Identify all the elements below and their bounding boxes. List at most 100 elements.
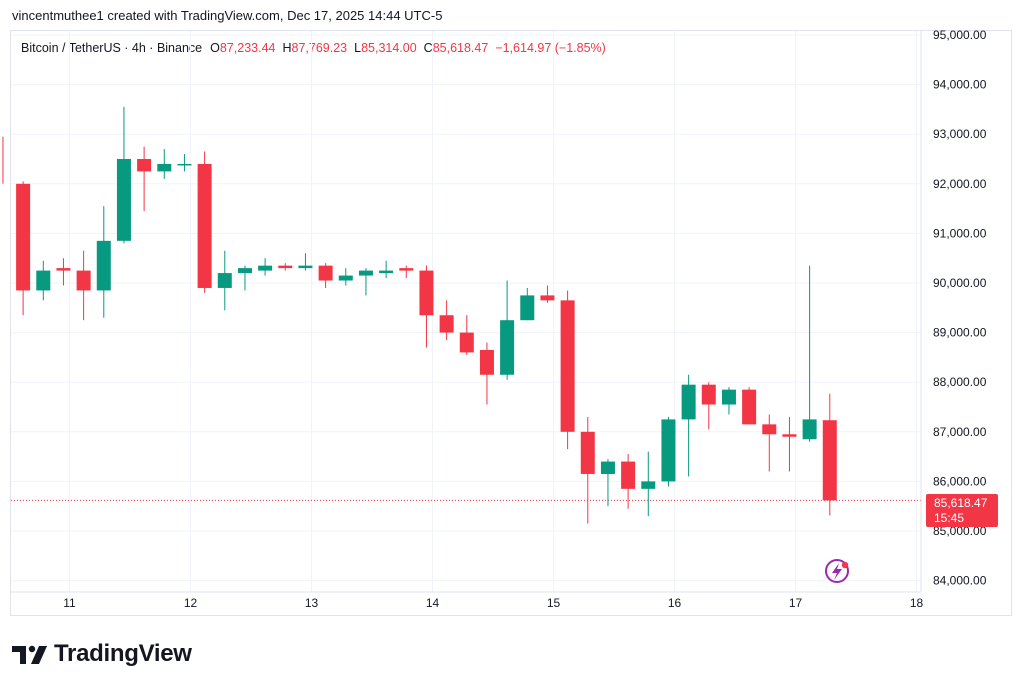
candle-body	[76, 270, 91, 291]
time-axis: 11 12 13 14 15 16 17 18	[11, 591, 924, 610]
candle-body	[621, 461, 636, 489]
close-value: 85,618.47	[432, 41, 489, 55]
candle-down[interactable]	[782, 416, 797, 472]
open-label: O	[210, 41, 220, 55]
candle-up[interactable]	[96, 206, 111, 318]
candle-down[interactable]	[540, 285, 555, 303]
candle-body	[742, 389, 757, 425]
price-tick-label: 89,000.00	[933, 326, 987, 340]
candle-up[interactable]	[217, 250, 232, 311]
candle-down[interactable]	[560, 290, 575, 450]
candle-up[interactable]	[177, 154, 192, 172]
candle-up[interactable]	[802, 265, 817, 442]
candle-up[interactable]	[681, 374, 696, 477]
price-tick-label: 95,000.00	[933, 28, 987, 42]
candle-up[interactable]	[358, 268, 373, 296]
candle-down[interactable]	[459, 315, 474, 355]
candle-body	[822, 420, 837, 501]
candle-down[interactable]	[742, 387, 757, 425]
candle-body	[318, 265, 333, 281]
candle-body	[500, 320, 515, 375]
candle-up[interactable]	[116, 106, 131, 244]
candle-body	[782, 434, 797, 437]
close-label: C	[423, 41, 433, 55]
candle-down[interactable]	[701, 382, 716, 430]
candle-up[interactable]	[237, 265, 252, 291]
candle-body	[338, 275, 353, 281]
candle-down[interactable]	[762, 414, 777, 472]
price-tick-label: 88,000.00	[933, 375, 987, 389]
flash-icon[interactable]	[825, 559, 849, 583]
price-tick-label: 85,000.00	[933, 524, 987, 538]
time-tick-label: 18	[910, 596, 924, 610]
candle-body	[439, 315, 454, 333]
candle-up[interactable]	[721, 387, 736, 415]
time-tick-label: 15	[547, 596, 561, 610]
candle-body	[116, 159, 131, 241]
candle-down[interactable]	[419, 265, 434, 348]
candle-down[interactable]	[56, 258, 71, 286]
candle-body	[540, 295, 555, 301]
symbol-label[interactable]: Bitcoin / TetherUS · 4h · Binance	[21, 41, 203, 55]
price-tick-label: 84,000.00	[933, 574, 987, 588]
candle-down[interactable]	[621, 454, 636, 509]
candle-body	[802, 419, 817, 440]
candle-down[interactable]	[318, 263, 333, 288]
time-tick-label: 11	[63, 596, 76, 610]
candle-body	[641, 481, 656, 489]
candle-up[interactable]	[258, 258, 273, 276]
high-value: 87,769.23	[291, 41, 348, 55]
tradingview-wordmark: TradingView	[54, 640, 192, 667]
candle-down[interactable]	[278, 263, 293, 271]
candle-up[interactable]	[157, 149, 172, 179]
last-price-badge: 85,618.47 15:45	[926, 494, 998, 527]
candle-body	[379, 270, 394, 274]
candle-body	[36, 270, 51, 291]
candle-down[interactable]	[399, 265, 414, 279]
candle-body	[399, 268, 414, 271]
candle-up[interactable]	[298, 253, 313, 271]
candle-up[interactable]	[600, 459, 615, 507]
candle-down[interactable]	[439, 300, 454, 341]
last-price-value: 85,618.47	[934, 496, 988, 510]
time-tick-label: 14	[426, 596, 440, 610]
candle-body	[217, 273, 232, 288]
candle-down[interactable]	[580, 416, 595, 524]
candle-down[interactable]	[197, 151, 212, 293]
open-value: 87,233.44	[219, 41, 276, 55]
candle-up[interactable]	[379, 260, 394, 279]
time-tick-label: 17	[789, 596, 803, 610]
bar-countdown: 15:45	[934, 511, 965, 525]
candle-up[interactable]	[661, 416, 676, 487]
candle-body	[479, 349, 494, 375]
candle-body	[358, 270, 373, 276]
candle-up[interactable]	[500, 280, 515, 380]
candle-body	[258, 265, 273, 271]
candle-up[interactable]	[338, 268, 353, 286]
candle-up[interactable]	[520, 287, 535, 321]
candle-down[interactable]	[76, 250, 91, 321]
candle-down[interactable]	[822, 393, 837, 516]
chart-caption: vincentmuthee1 created with TradingView.…	[12, 8, 443, 23]
high-label: H	[282, 41, 292, 55]
candle-down[interactable]	[16, 181, 31, 316]
candle-body	[520, 295, 535, 321]
candle-up[interactable]	[36, 260, 51, 301]
candle-up[interactable]	[641, 451, 656, 517]
candle-body	[600, 461, 615, 474]
candle-body	[56, 268, 71, 271]
candle-down[interactable]	[479, 342, 494, 405]
candle-body	[96, 240, 111, 291]
price-tick-label: 91,000.00	[933, 226, 987, 240]
candle-body	[721, 389, 736, 405]
price-tick-label: 92,000.00	[933, 177, 987, 191]
price-axis: 95,000.00 94,000.00 93,000.00 92,000.00 91,0…	[920, 28, 987, 592]
price-tick-label: 87,000.00	[933, 425, 987, 439]
price-tick-label: 93,000.00	[933, 127, 987, 141]
candle-body	[459, 332, 474, 353]
tradingview-logo[interactable]: TradingView	[12, 638, 192, 670]
candle-down[interactable]	[137, 146, 152, 212]
candle-body	[560, 300, 575, 432]
chart-frame[interactable]	[10, 30, 1012, 616]
